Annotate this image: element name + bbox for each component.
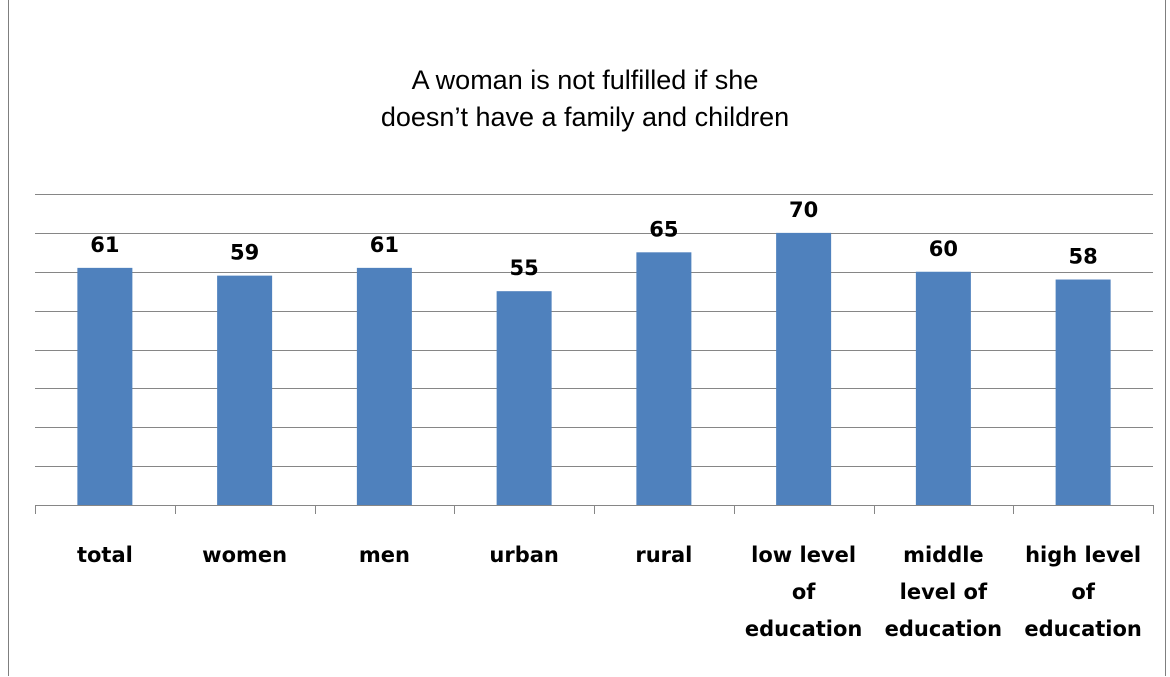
category-label-6-1: level of <box>900 580 988 604</box>
category-label-2-0: men <box>359 543 410 567</box>
chart-title-line-2: doesn’t have a family and children <box>380 102 790 132</box>
category-label-7-2: education <box>1024 617 1141 641</box>
data-label-1: 59 <box>230 241 259 265</box>
category-label-4-0: rural <box>635 543 692 567</box>
chart-title-line-1: A woman is not fulfilled if she <box>411 65 759 95</box>
bar-2 <box>356 267 412 505</box>
data-label-2: 61 <box>370 233 399 257</box>
bar-4 <box>636 252 692 505</box>
data-label-0: 61 <box>90 233 119 257</box>
data-label-7: 58 <box>1069 245 1098 269</box>
category-label-5-2: education <box>745 617 862 641</box>
category-label-5-0: low level <box>751 543 856 567</box>
data-label-5: 70 <box>789 198 818 222</box>
category-label-6-2: education <box>885 617 1002 641</box>
bar-3 <box>496 291 552 505</box>
category-label-7-1: of <box>1071 580 1095 604</box>
bar-7 <box>1055 279 1111 505</box>
bar-1 <box>217 275 273 505</box>
bar-5 <box>776 232 832 505</box>
category-label-1-0: women <box>202 543 287 567</box>
category-label-0-0: total <box>77 543 133 567</box>
category-label-5-1: of <box>792 580 816 604</box>
chart-title: A woman is not fulfilled if she doesn’t … <box>0 62 1170 136</box>
data-label-6: 60 <box>929 237 958 261</box>
category-label-3-0: urban <box>489 543 558 567</box>
chart-frame <box>8 0 1166 676</box>
data-label-4: 65 <box>649 217 678 241</box>
bar-6 <box>915 271 971 505</box>
category-label-7-0: high level <box>1025 543 1141 567</box>
category-label-6-0: middle <box>903 543 984 567</box>
bar-0 <box>77 267 133 505</box>
data-label-3: 55 <box>510 256 539 280</box>
